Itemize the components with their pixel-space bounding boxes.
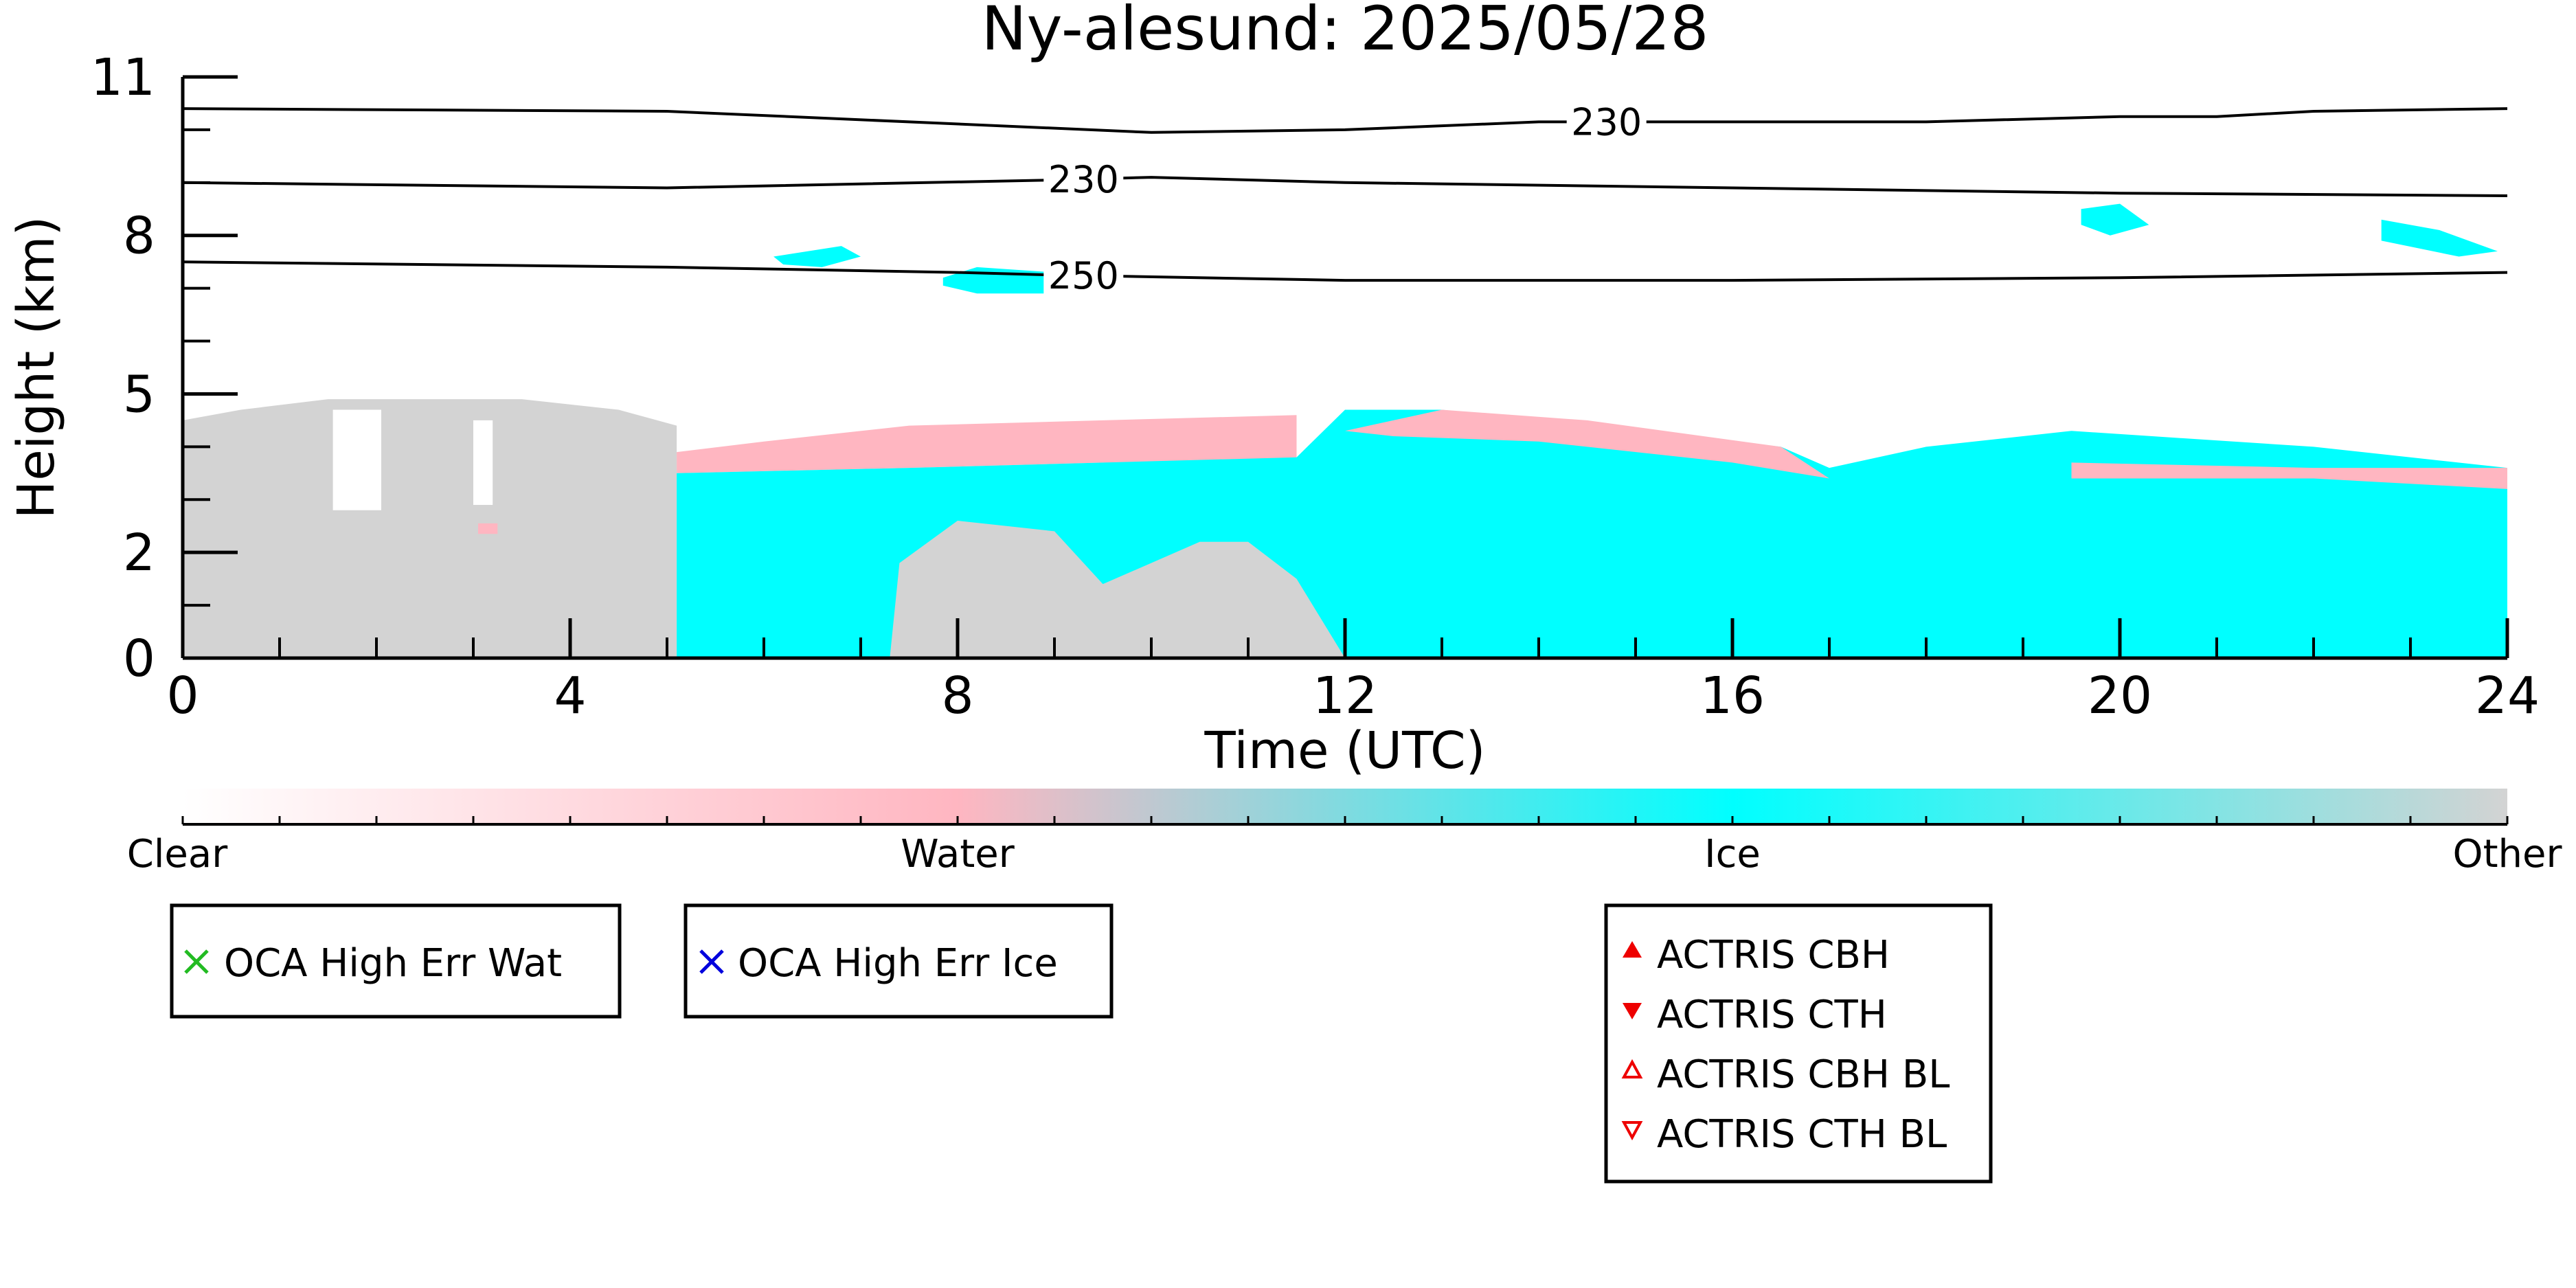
x-tick-label: 4: [554, 666, 586, 725]
region-water: [1345, 409, 1829, 479]
region-water: [677, 415, 1297, 473]
legend-label: ACTRIS CBH BL: [1657, 1052, 1950, 1097]
legend-label: ACTRIS CBH: [1657, 933, 1890, 978]
legend-frame: [170, 903, 622, 1019]
colorbar-ticks: [181, 816, 2509, 824]
chart-title: Ny-alesund: 2025/05/28: [982, 0, 1709, 64]
contour-label: 250: [1048, 254, 1119, 297]
contour-label: 230: [1571, 100, 1642, 144]
x-marker-icon: [699, 949, 724, 974]
legend-box-oca-ice: OCA High Err Ice: [683, 903, 1114, 1019]
colorbar: Clear Water Ice Other: [127, 789, 2562, 877]
triangle-up-filled-icon: [1623, 941, 1642, 958]
x-tick-label: 20: [2088, 666, 2152, 725]
x-tick-label: 12: [1313, 666, 1377, 725]
contour-label: 230: [1048, 158, 1119, 201]
y-tick-label: 2: [123, 523, 155, 583]
region-ice: [773, 246, 861, 267]
contour-line: [183, 176, 2507, 197]
x-tick-label: 8: [941, 666, 973, 725]
colorbar-label-other: Other: [2452, 832, 2562, 877]
x-ticks: 0 4 8 12 16 20 24: [166, 618, 2540, 725]
region-other: [890, 521, 1345, 658]
legend-label: ACTRIS CTH: [1657, 993, 1887, 1037]
legend-box-actris: ACTRIS CBH ACTRIS CTH ACTRIS CBH BL ACTR…: [1604, 903, 1993, 1184]
legend-label: OCA High Err Ice: [738, 941, 1058, 986]
legend-box-oca-water: OCA High Err Wat: [170, 903, 622, 1019]
triangle-down-open-icon: [1621, 1121, 1643, 1141]
region-clear: [473, 420, 493, 505]
y-tick-label: 0: [123, 629, 155, 688]
contour-line: [183, 107, 2507, 134]
x-marker-icon: [184, 949, 209, 974]
y-ticks: 0 2 5 8 11: [91, 48, 238, 688]
triangle-down-filled-icon: [1623, 1003, 1642, 1019]
region-other: [183, 399, 677, 658]
legend-label: OCA High Err Wat: [224, 941, 562, 986]
contour-label-bg: [1043, 159, 1124, 199]
legend-frame: [1604, 903, 1993, 1184]
region-water: [478, 523, 498, 534]
x-axis-label: Time (UTC): [1204, 721, 1485, 780]
y-tick-label: 11: [91, 48, 155, 107]
region-ice: [2381, 219, 2498, 257]
region-water: [2071, 462, 2507, 489]
x-tick-label: 24: [2475, 666, 2540, 725]
x-tick-label: 16: [1700, 666, 1765, 725]
region-clear: [332, 409, 381, 510]
contour-label-bg: [1043, 256, 1124, 295]
temperature-contours: 230 230 250: [183, 100, 2507, 297]
legend-frame: [683, 903, 1114, 1019]
triangle-up-open-icon: [1621, 1059, 1643, 1078]
y-tick-label: 5: [123, 365, 155, 424]
contour-line: [183, 260, 2507, 282]
region-ice: [2081, 203, 2149, 236]
colorbar-label-water: Water: [901, 832, 1015, 877]
region-ice: [942, 267, 1054, 294]
colorbar-label-clear: Clear: [127, 832, 228, 877]
contour-label-bg: [1566, 102, 1647, 142]
colorbar-label-ice: Ice: [1704, 832, 1761, 877]
x-tick-label: 0: [166, 666, 199, 725]
legend-label: ACTRIS CTH BL: [1657, 1112, 1947, 1157]
cloud-classification-field: [183, 203, 2507, 658]
y-tick-label: 8: [123, 207, 155, 266]
y-axis-label: Height (km): [7, 216, 66, 519]
